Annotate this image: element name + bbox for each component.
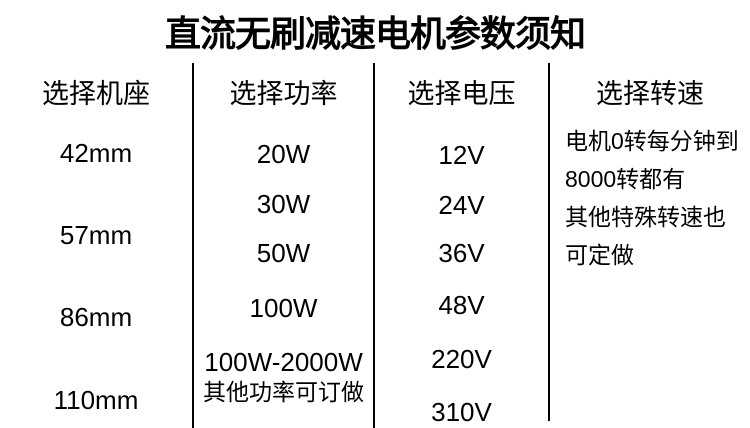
speed-note-line: 其他特殊转速也 <box>565 204 726 230</box>
column-frame-size: 选择机座 42mm 57mm 86mm 110mm <box>0 0 192 428</box>
power-option: 30W <box>256 189 311 219</box>
voltage-option: 12V <box>438 140 485 170</box>
speed-note-line: 可定做 <box>565 242 634 268</box>
speed-note-line: 8000转都有 <box>565 166 686 192</box>
column-header-power: 选择功率 <box>229 79 338 109</box>
frame-size-option: 42mm <box>59 138 133 168</box>
power-custom-note: 其他功率可订做 <box>203 379 364 405</box>
speed-note: 电机0转每分钟到 8000转都有 其他特殊转速也 可定做 <box>565 122 750 274</box>
voltage-option: 48V <box>438 290 485 320</box>
column-voltage: 选择电压 12V 24V 36V 48V 220V 310V <box>375 0 548 428</box>
voltage-option: 36V <box>438 238 485 268</box>
column-power: 选择功率 20W 30W 50W 100W 100W-2000W 其他功率可订做 <box>194 0 373 428</box>
column-divider-1 <box>192 63 194 428</box>
column-header-voltage: 选择电压 <box>407 79 516 109</box>
voltage-option: 310V <box>431 397 492 427</box>
page-title: 直流无刷减速电机参数须知 <box>164 13 586 54</box>
voltage-option: 220V <box>431 344 492 374</box>
speed-note-line: 电机0转每分钟到 <box>565 128 739 154</box>
power-option: 100W-2000W <box>204 347 363 377</box>
column-divider-3 <box>548 63 550 421</box>
column-header-speed: 选择转速 <box>596 79 704 109</box>
column-speed: 选择转速 电机0转每分钟到 8000转都有 其他特殊转速也 可定做 <box>550 0 750 428</box>
column-header-frame-size: 选择机座 <box>42 79 150 109</box>
power-option: 100W <box>249 293 318 323</box>
frame-size-option: 57mm <box>59 220 133 250</box>
power-option: 50W <box>256 238 311 268</box>
power-option: 20W <box>256 139 311 169</box>
voltage-option: 24V <box>438 190 485 220</box>
column-divider-2 <box>373 63 375 428</box>
frame-size-option: 86mm <box>59 302 133 332</box>
frame-size-option: 110mm <box>53 385 139 415</box>
